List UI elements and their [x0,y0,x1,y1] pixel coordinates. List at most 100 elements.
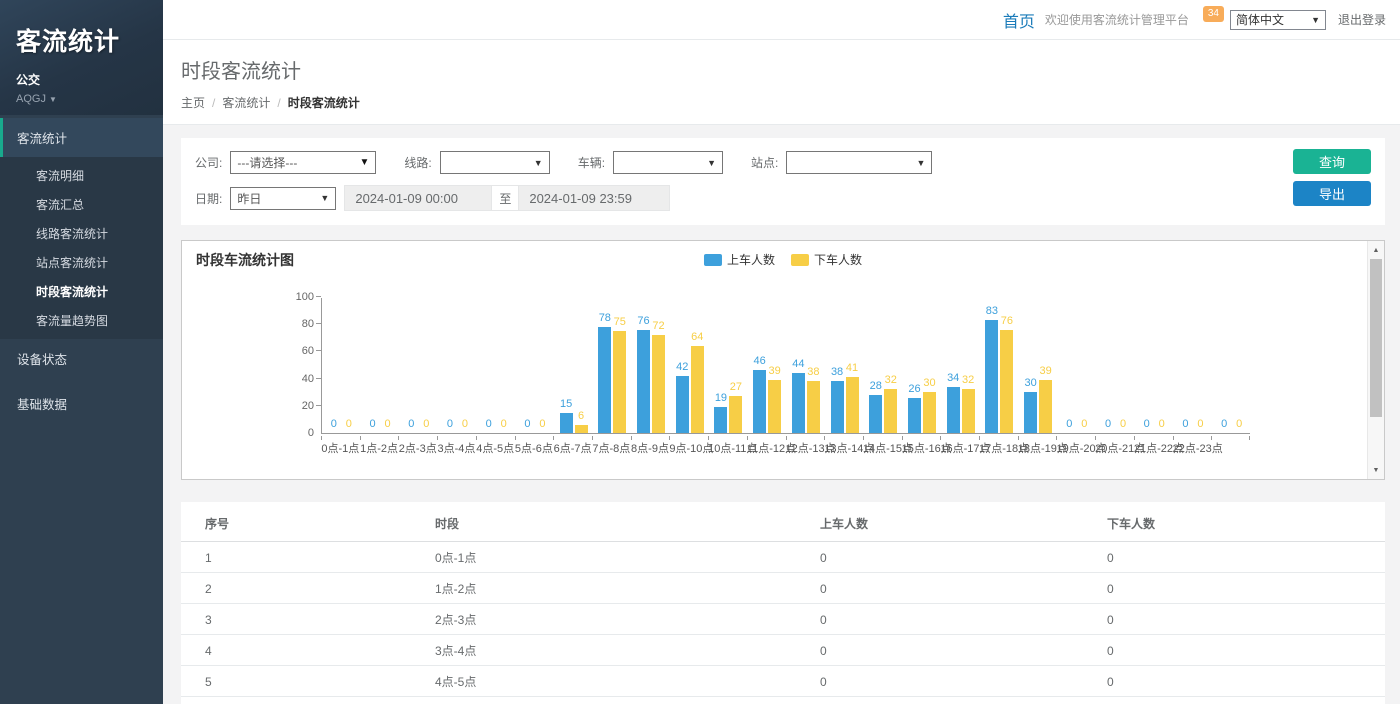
bar-boarding [675,375,689,433]
sidebar-subitem-0-5[interactable]: 客流量趋势图 [36,314,109,328]
station-label: 站点: [751,156,779,170]
chevron-down-icon: ▼ [533,157,543,168]
bar-value-label: 15 [559,397,573,410]
bar-value-label: 0 [408,418,415,430]
table-cell: 0 [1083,665,1385,697]
chevron-down-icon: ▼ [48,95,57,104]
breadcrumb-section[interactable]: 客流统计 [222,96,271,110]
date-preset-select[interactable]: 昨日 ▼ [230,186,337,210]
chart-scrollbar[interactable]: ▲ ▼ [1367,241,1384,479]
sidebar-subitem-0-1[interactable]: 客流汇总 [36,198,85,212]
table-cell: 0 [1083,541,1385,573]
welcome-text: 欢迎使用客流统计管理平台 [1044,13,1189,27]
sidebar: 客流统计 公交 AQGJ ▼ 客流统计 客流明细 客流汇总 线路客流统计 站点客流统计 时段… [0,0,163,704]
bar-value-label: 64 [691,330,704,343]
bar-boarding [598,326,612,433]
chart-x-labels: 0点-1点 1点-2点 2点-3点 3点-4点 4点-5点 5点-6点 6点-7点 7点-8点… [321,436,1250,456]
bar-value-label: 0 [369,418,376,430]
bar-value-label: 41 [845,362,859,375]
bar-value-label: 19 [714,392,728,405]
station-select[interactable]: ▼ [786,151,933,174]
bar-value-label: 0 [1221,418,1228,430]
chart-category-slot: 83 76 [980,298,1019,433]
bar-boarding [985,320,999,433]
y-axis-tick: 0 [307,427,314,439]
chevron-down-icon: ▼ [916,157,926,168]
sidebar-subitem-0-4[interactable]: 时段客流统计 [36,285,109,299]
bar-value-label: 76 [1000,314,1013,327]
scroll-up-icon[interactable]: ▲ [1372,246,1380,254]
x-axis-label: 11点-12点 [746,436,796,456]
x-axis-label: 18点-19点 [1017,436,1068,456]
bar-alighting [1000,329,1014,433]
export-button[interactable]: 导出 [1293,181,1371,206]
table-cell: 3 [181,603,411,635]
chart-category-slot: 78 75 [593,298,632,433]
bar-boarding [1024,392,1038,433]
table-cell: 0点-1点 [411,541,796,573]
table-cell: 5 [181,665,411,697]
chevron-down-icon: ▼ [1311,14,1320,25]
query-button[interactable]: 查询 [1293,149,1371,174]
company-select[interactable]: ---请选择--- ▼ [230,151,377,174]
sidebar-item-1[interactable]: 设备状态 [17,353,68,367]
bar-value-label: 0 [524,418,531,430]
bar-alighting [1039,379,1053,433]
user-dropdown[interactable]: AQGJ ▼ [16,93,147,105]
chart-category-slot: 15 6 [554,298,593,433]
language-select[interactable]: 简体中文 ▼ [1229,9,1326,30]
table-column-header: 时段 [411,506,796,542]
bar-value-label: 38 [830,366,844,379]
bar-value-label: 0 [485,418,492,430]
bar-alighting [884,389,898,433]
bar-value-label: 0 [1119,418,1127,430]
org-label: 公交 [16,73,41,87]
chart-category-slot: 76 72 [632,298,671,433]
bar-value-label: 0 [1197,418,1204,430]
chevron-down-icon: ▼ [707,157,717,168]
vehicle-label: 车辆: [577,156,606,170]
x-axis-label: 23点-24点 [1211,436,1250,456]
legend-item-alighting[interactable]: 下车人数 [791,251,862,268]
sidebar-item-0[interactable]: 客流统计 [0,118,163,157]
breadcrumb-home[interactable]: 主页 [181,96,206,110]
scroll-down-icon[interactable]: ▼ [1372,466,1380,474]
table-row: 4 3点-4点 0 0 [181,634,1385,666]
table-cell: 4点-5点 [411,665,796,697]
bar-value-label: 0 [1182,418,1189,430]
line-select[interactable]: ▼ [439,151,550,174]
table-cell: 5点-6点 [411,696,796,704]
legend-swatch-boarding [703,253,722,266]
bar-value-label: 0 [384,418,391,430]
sidebar-item-2[interactable]: 基础数据 [17,398,68,412]
logout-link[interactable]: 退出登录 [1337,13,1386,27]
table-cell: 0 [796,665,1083,697]
date-to-input[interactable]: 2024-01-09 23:59 [518,185,671,211]
sidebar-subitem-0-3[interactable]: 站点客流统计 [36,256,109,270]
table-cell: 0 [1083,696,1385,704]
bar-boarding [637,329,650,433]
bar-value-label: 39 [1039,364,1052,377]
table-cell: 1 [181,541,411,573]
bar-boarding [714,407,728,433]
bar-value-label: 6 [578,409,585,422]
y-axis-tick: 20 [301,399,314,412]
sidebar-subitem-0-0[interactable]: 客流明细 [36,169,85,183]
chart-panel: 时段车流统计图 上车人数 下车人数 0 20 40 60 80 100 0 0 0 0 0 0 0 0 0 0… [181,240,1385,480]
date-from-input[interactable]: 2024-01-09 00:00 [344,185,493,211]
chart-category-slot: 38 41 [825,298,864,433]
x-axis-label: 9点-10点 [669,436,713,456]
bar-boarding [559,412,573,433]
scrollbar-thumb[interactable] [1370,259,1382,417]
sidebar-subitem-0-2[interactable]: 线路客流统计 [36,227,109,241]
sidebar-submenu: 客流明细客流汇总线路客流统计 站点客流统计 时段客流统计 客流量趋势图 [0,157,163,339]
home-link[interactable]: 首页 [1002,13,1035,31]
vehicle-select[interactable]: ▼ [613,151,724,174]
x-axis-label: 22点-23点 [1172,436,1223,456]
legend-item-boarding[interactable]: 上车人数 [703,251,775,268]
